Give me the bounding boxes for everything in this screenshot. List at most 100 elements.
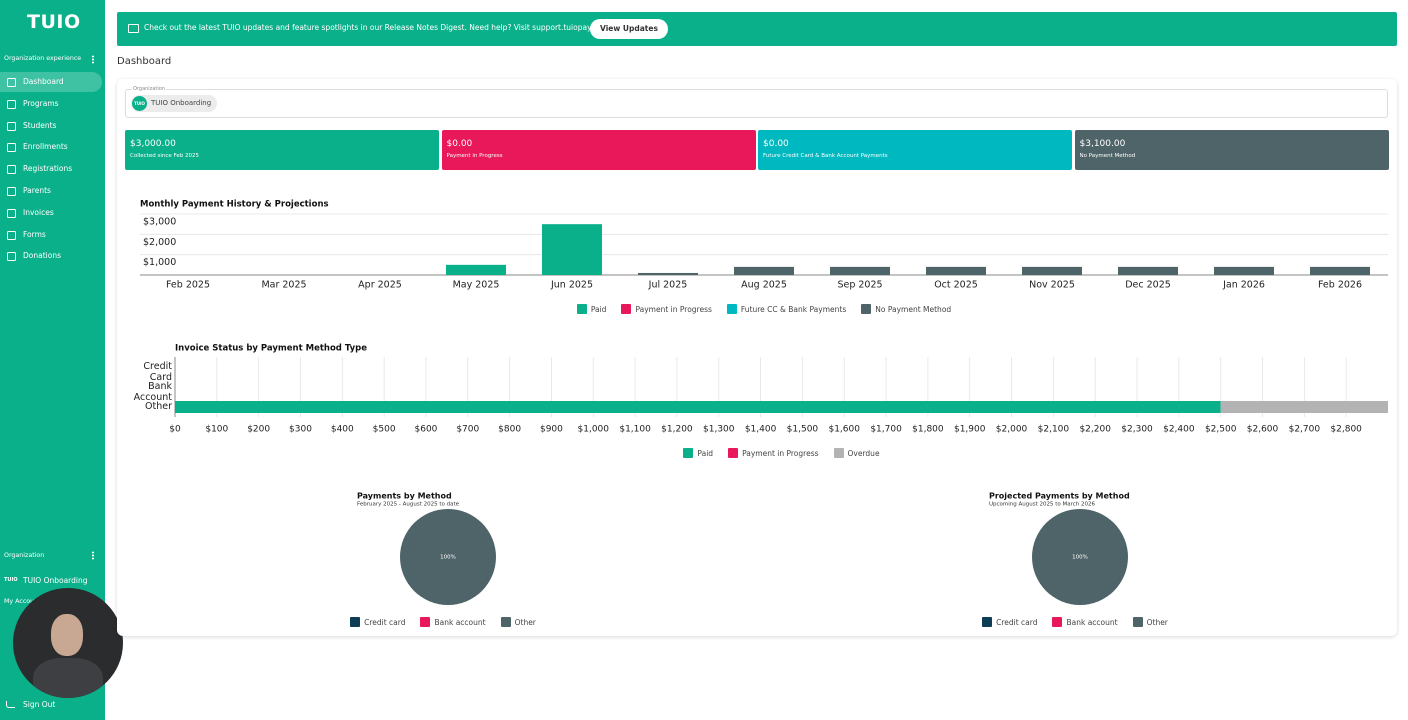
card-amount: $3,100.00 xyxy=(1079,139,1126,149)
banner: Check out the latest TUIO updates and fe… xyxy=(117,12,1397,46)
pie-label: 100% xyxy=(1072,555,1088,561)
legend-item[interactable]: No Payment Method xyxy=(861,304,951,314)
x-tick-label: $1,600 xyxy=(828,425,860,435)
nav-item[interactable]: Forms xyxy=(0,225,102,245)
legend-item[interactable]: Other xyxy=(500,617,536,627)
legend-item[interactable]: Credit card xyxy=(350,617,405,627)
x-tick-label: $2,600 xyxy=(1247,425,1279,435)
nav-item[interactable]: Parents xyxy=(0,181,102,201)
nav-icon xyxy=(7,99,16,109)
bar xyxy=(175,401,1221,413)
view-updates-button[interactable]: View Updates xyxy=(590,19,668,39)
section-label: Organization experience xyxy=(4,55,82,62)
nav-item[interactable]: Invoices xyxy=(0,203,102,223)
nav-icon xyxy=(7,230,16,240)
chart-title: Projected Payments by Method xyxy=(989,492,1130,501)
nav-icon xyxy=(7,187,16,196)
legend: Credit card Bank account Other xyxy=(298,617,588,627)
page-title: Dashboard xyxy=(117,56,172,67)
bar xyxy=(446,264,506,275)
webcam-overlay xyxy=(13,588,123,698)
legend-item[interactable]: Paid xyxy=(576,304,606,314)
pie-slice xyxy=(400,509,496,605)
bar xyxy=(542,224,602,275)
card-amount: $3,000.00 xyxy=(130,139,176,149)
x-tick-label: Nov 2025 xyxy=(1029,280,1075,291)
legend-label: No Payment Method xyxy=(875,304,952,314)
field-label: Organization xyxy=(132,86,166,92)
x-tick-label: $1,700 xyxy=(870,425,902,435)
nav-label: Donations xyxy=(23,251,61,261)
x-tick-label: $0 xyxy=(169,425,181,435)
chart-title: Payments by Method xyxy=(357,492,452,501)
legend-label: Payment in Progress xyxy=(635,304,712,314)
y-tick-label: Bank Account xyxy=(133,381,172,403)
organization-field[interactable] xyxy=(125,89,1388,118)
organization-chip[interactable]: TUIO TUIO Onboarding xyxy=(131,95,217,112)
x-tick-label: $100 xyxy=(205,425,228,435)
card-label: No Payment Method xyxy=(1079,153,1136,159)
legend-swatch xyxy=(726,304,737,314)
nav-label: Forms xyxy=(23,229,46,239)
menu-icon[interactable] xyxy=(92,551,94,560)
org-label: Organization xyxy=(4,552,45,559)
x-tick-label: Sep 2025 xyxy=(837,280,882,291)
legend-item[interactable]: Overdue xyxy=(833,448,880,458)
chart-subtitle: Upcoming August 2025 to March 2026 xyxy=(989,502,1096,508)
legend-item[interactable]: Future CC & Bank Payments xyxy=(726,304,847,314)
chart-title: Monthly Payment History & Projections xyxy=(140,200,329,210)
legend-label: Bank account xyxy=(434,617,486,627)
legend-swatch xyxy=(420,617,431,627)
x-tick-label: $800 xyxy=(498,425,521,435)
legend-item[interactable]: Payment in Progress xyxy=(728,448,819,458)
nav-item[interactable]: Enrollments xyxy=(0,137,102,157)
webcam-face xyxy=(51,614,83,656)
x-tick-label: $1,300 xyxy=(703,425,735,435)
org-name[interactable]: TUIO Onboarding xyxy=(23,576,88,585)
nav-item[interactable]: Programs xyxy=(0,94,102,114)
legend-label: Future CC & Bank Payments xyxy=(740,304,847,314)
card-label: Payment in Progress xyxy=(446,153,503,159)
nav-label: Parents xyxy=(23,186,51,195)
legend: Paid Payment in Progress Overdue xyxy=(175,448,1388,458)
legend-item[interactable]: Other xyxy=(1132,617,1168,627)
legend-swatch xyxy=(833,448,844,458)
x-tick-label: Jul 2025 xyxy=(648,280,688,291)
x-tick-label: May 2025 xyxy=(453,280,500,291)
nav-icon xyxy=(7,121,16,131)
legend-swatch xyxy=(350,617,361,627)
bar xyxy=(830,266,890,275)
x-tick-label: $1,800 xyxy=(912,425,944,435)
legend-label: Credit card xyxy=(996,617,1038,627)
nav-item[interactable]: Students xyxy=(0,116,102,136)
account-label: My Account xyxy=(4,598,41,605)
webcam-body xyxy=(33,658,103,698)
y-tick-label: $2,000 xyxy=(143,237,176,248)
x-tick-label: $2,800 xyxy=(1330,425,1362,435)
card-amount: $0.00 xyxy=(446,139,473,149)
legend: Paid Payment in Progress Future CC & Bank … xyxy=(140,304,1388,314)
x-tick-label: $600 xyxy=(415,425,438,435)
y-tick-label: Other xyxy=(145,401,172,412)
legend-item[interactable]: Bank account xyxy=(420,617,486,627)
x-tick-label: Feb 2026 xyxy=(1318,280,1362,291)
y-tick-label: $3,000 xyxy=(143,217,176,228)
banner-text: Check out the latest TUIO updates and fe… xyxy=(144,23,609,32)
legend-swatch xyxy=(683,448,694,458)
nav-item[interactable]: Dashboard xyxy=(0,72,102,92)
x-tick-label: $1,100 xyxy=(619,425,651,435)
legend-swatch xyxy=(728,448,739,458)
legend-item[interactable]: Paid xyxy=(683,448,713,458)
nav-label: Registrations xyxy=(23,164,73,174)
menu-icon[interactable] xyxy=(92,55,94,64)
legend-item[interactable]: Credit card xyxy=(982,617,1037,627)
nav-item[interactable]: Registrations xyxy=(0,159,102,179)
x-tick-label: $2,700 xyxy=(1289,425,1321,435)
nav-item[interactable]: Donations xyxy=(0,246,102,266)
legend-item[interactable]: Bank account xyxy=(1052,617,1118,627)
sign-out[interactable]: Sign Out xyxy=(23,700,56,709)
nav-icon xyxy=(7,78,16,87)
logo[interactable]: TUIO xyxy=(27,11,81,33)
legend-item[interactable]: Payment in Progress xyxy=(621,304,712,314)
x-tick-label: Apr 2025 xyxy=(358,280,402,291)
